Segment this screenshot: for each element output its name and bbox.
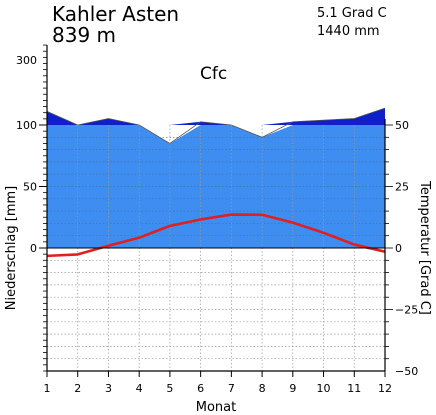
- climate-class: Cfc: [200, 64, 227, 84]
- right-tick-label: 0: [395, 242, 402, 255]
- x-axis-label: Monat: [196, 400, 236, 415]
- right-axis-label: Temperatur [Grad C]: [417, 180, 432, 315]
- precipitation-layer: [46, 107, 386, 248]
- x-tick-label: 2: [74, 382, 81, 395]
- x-tick-label: 6: [197, 382, 204, 395]
- station-elevation: 839 m: [52, 23, 116, 47]
- right-tick-label: −50: [395, 365, 418, 378]
- mean-temperature: 5.1 Grad C: [317, 6, 387, 21]
- x-tick-label: 3: [105, 382, 112, 395]
- x-tick-label: 11: [347, 382, 361, 395]
- temperature-line: [46, 213, 386, 258]
- precipitation-line: [46, 107, 386, 144]
- left-tick-label: 0: [30, 242, 37, 255]
- x-tick-label: 12: [378, 382, 392, 395]
- left-tick-label: 50: [23, 181, 37, 194]
- annual-precipitation: 1440 mm: [317, 24, 380, 39]
- x-tick-label: 4: [136, 382, 143, 395]
- station-name: Kahler Asten: [52, 2, 179, 26]
- x-tick-label: 9: [289, 382, 296, 395]
- x-tick-label: 8: [259, 382, 266, 395]
- x-tick-label: 10: [317, 382, 331, 395]
- x-tick-label: 1: [44, 382, 51, 395]
- right-tick-label: 50: [395, 119, 409, 132]
- axes: [39, 44, 393, 377]
- x-tick-label: 5: [166, 382, 173, 395]
- right-tick-label: −25: [395, 304, 418, 317]
- left-tick-label: 100: [16, 119, 37, 132]
- left-tick-label: 300: [16, 54, 37, 67]
- x-tick-label: 7: [228, 382, 235, 395]
- left-axis-label: Niederschlag [mm]: [4, 186, 19, 311]
- precipitation-humid-area: [47, 108, 385, 125]
- right-tick-label: 25: [395, 181, 409, 194]
- temperature-layer: [46, 213, 386, 258]
